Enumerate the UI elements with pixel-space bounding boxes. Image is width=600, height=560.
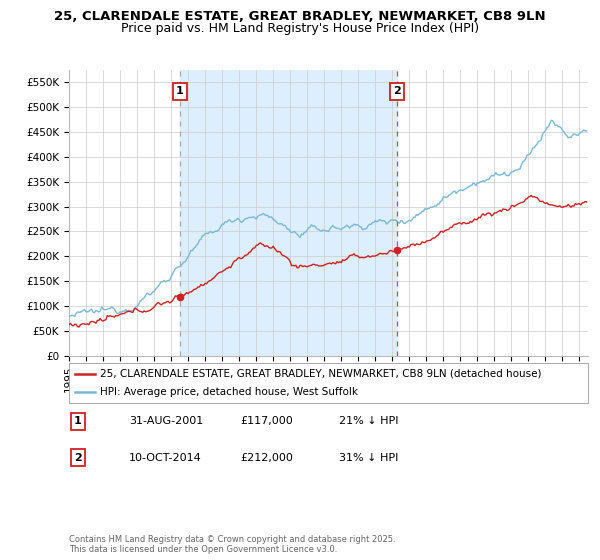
Text: 2: 2 (392, 86, 400, 96)
Text: HPI: Average price, detached house, West Suffolk: HPI: Average price, detached house, West… (100, 388, 358, 397)
Text: 25, CLARENDALE ESTATE, GREAT BRADLEY, NEWMARKET, CB8 9LN (detached house): 25, CLARENDALE ESTATE, GREAT BRADLEY, NE… (100, 369, 542, 379)
Text: 10-OCT-2014: 10-OCT-2014 (129, 452, 202, 463)
Bar (179, 70, 397, 356)
Text: Price paid vs. HM Land Registry's House Price Index (HPI): Price paid vs. HM Land Registry's House … (121, 22, 479, 35)
Text: 31% ↓ HPI: 31% ↓ HPI (339, 452, 398, 463)
Text: 1: 1 (176, 86, 184, 96)
Text: 31-AUG-2001: 31-AUG-2001 (129, 416, 203, 426)
Text: 25, CLARENDALE ESTATE, GREAT BRADLEY, NEWMARKET, CB8 9LN: 25, CLARENDALE ESTATE, GREAT BRADLEY, NE… (54, 10, 546, 23)
Text: Contains HM Land Registry data © Crown copyright and database right 2025.
This d: Contains HM Land Registry data © Crown c… (69, 535, 395, 554)
Text: 21% ↓ HPI: 21% ↓ HPI (339, 416, 398, 426)
Text: 2: 2 (74, 452, 82, 463)
Text: 1: 1 (74, 416, 82, 426)
Text: £212,000: £212,000 (240, 452, 293, 463)
Text: £117,000: £117,000 (240, 416, 293, 426)
